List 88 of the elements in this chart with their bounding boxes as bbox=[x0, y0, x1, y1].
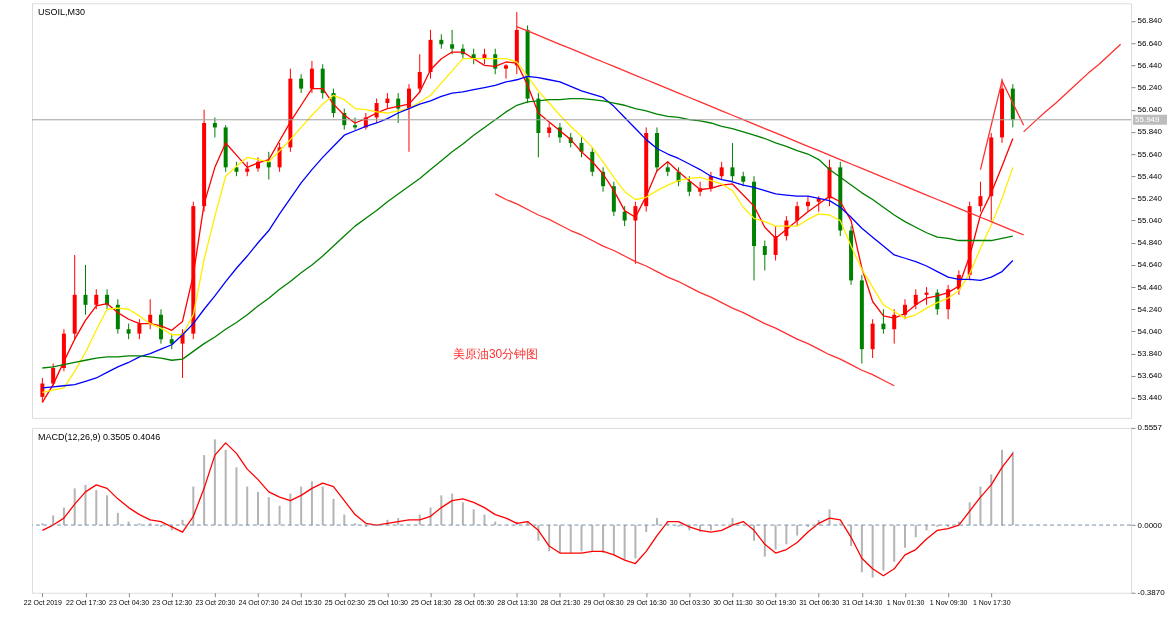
y-tick-label: 56.040 bbox=[1137, 105, 1163, 115]
bar bbox=[332, 498, 335, 526]
candlestick bbox=[633, 201, 638, 265]
candlestick bbox=[622, 205, 627, 227]
y-tick-label: 54.840 bbox=[1137, 238, 1163, 248]
bar bbox=[116, 512, 119, 526]
candlestick bbox=[277, 142, 282, 173]
bar bbox=[310, 481, 313, 526]
bar bbox=[106, 495, 109, 526]
line-series bbox=[41, 442, 1014, 577]
candlestick bbox=[299, 73, 304, 94]
bar bbox=[192, 486, 195, 526]
bar bbox=[278, 505, 281, 526]
candlestick bbox=[913, 288, 918, 310]
line-series bbox=[516, 25, 1025, 236]
chart-title: MACD(12,26,9) 0.3505 0.4046 bbox=[37, 431, 161, 442]
bar bbox=[634, 525, 637, 559]
bar bbox=[224, 449, 227, 526]
bar bbox=[451, 493, 454, 526]
y-tick-label: 53.840 bbox=[1137, 349, 1163, 359]
bar bbox=[84, 484, 87, 526]
candlestick bbox=[687, 175, 692, 197]
candlestick bbox=[730, 142, 735, 183]
bar bbox=[796, 525, 799, 536]
bar bbox=[893, 525, 896, 562]
bar bbox=[871, 525, 874, 578]
y-tick-label: 54.440 bbox=[1137, 282, 1163, 292]
bar bbox=[73, 488, 76, 526]
line-series bbox=[1022, 43, 1122, 133]
candlestick bbox=[795, 201, 800, 227]
bar bbox=[602, 525, 605, 554]
annotation: 美原油30分钟图 bbox=[452, 346, 539, 361]
bar bbox=[1011, 451, 1014, 526]
candlestick bbox=[978, 181, 983, 213]
y-tick-label: 0.5557 bbox=[1137, 423, 1163, 433]
bar bbox=[537, 525, 540, 541]
bar bbox=[882, 525, 885, 571]
candlestick bbox=[51, 363, 56, 387]
bar bbox=[979, 486, 982, 526]
y-tick-label: 55.640 bbox=[1137, 149, 1163, 159]
candlestick bbox=[309, 60, 314, 94]
bar bbox=[763, 525, 766, 557]
bar bbox=[569, 525, 572, 554]
y-tick-label: 55.040 bbox=[1137, 216, 1163, 226]
candlestick bbox=[579, 136, 584, 158]
y-tick-label: 56.440 bbox=[1137, 60, 1163, 70]
y-tick-label: 53.440 bbox=[1137, 393, 1163, 403]
bar bbox=[903, 525, 906, 548]
ref-line-label: 55.949 bbox=[1135, 114, 1161, 124]
y-tick-label: 0.0000 bbox=[1137, 520, 1163, 530]
bar bbox=[580, 525, 583, 552]
bar bbox=[709, 525, 712, 531]
candlestick bbox=[94, 288, 99, 310]
candlestick bbox=[881, 308, 886, 335]
y-tick-label: 56.240 bbox=[1137, 83, 1163, 93]
bar bbox=[990, 474, 993, 526]
y-tick-label: 56.640 bbox=[1137, 38, 1163, 48]
candlestick bbox=[137, 318, 142, 340]
y-tick-label: 55.440 bbox=[1137, 171, 1163, 181]
line-series bbox=[979, 80, 1025, 171]
y-tick-label: 54.640 bbox=[1137, 260, 1163, 270]
candlestick bbox=[266, 151, 271, 181]
bar bbox=[612, 525, 615, 555]
candlestick bbox=[504, 63, 509, 80]
y-tick-label: 55.840 bbox=[1137, 127, 1163, 137]
y-tick-label: 54.240 bbox=[1137, 304, 1163, 314]
chart-title: USOIL,M30 bbox=[37, 7, 85, 18]
bar bbox=[257, 491, 260, 526]
bar bbox=[267, 497, 270, 526]
bar bbox=[785, 525, 788, 545]
candlestick bbox=[773, 225, 778, 261]
y-tick-label: 54.040 bbox=[1137, 326, 1163, 336]
y-tick-label: 53.640 bbox=[1137, 371, 1163, 381]
y-tick-label: 55.240 bbox=[1137, 193, 1163, 203]
candlestick bbox=[450, 29, 455, 55]
bar bbox=[655, 518, 658, 526]
bar bbox=[300, 486, 303, 526]
bar bbox=[461, 502, 464, 526]
candlestick bbox=[83, 264, 88, 316]
y-tick-label: 56.840 bbox=[1137, 16, 1163, 26]
bar bbox=[558, 525, 561, 554]
candlestick bbox=[762, 240, 767, 271]
bar bbox=[914, 525, 917, 538]
bar bbox=[235, 467, 238, 526]
y-tick-label: -0.3870 bbox=[1137, 588, 1166, 598]
candlestick bbox=[590, 146, 595, 177]
bar bbox=[860, 525, 863, 573]
bar bbox=[203, 455, 206, 526]
